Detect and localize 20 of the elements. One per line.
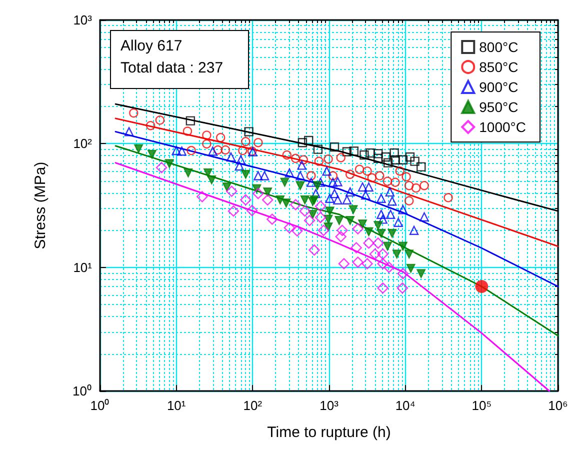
annotation: Total data : 237 bbox=[120, 60, 224, 76]
x-tick-label: 10⁴ bbox=[395, 398, 416, 413]
legend-label: 950°C bbox=[479, 99, 518, 115]
x-tick-label: 10² bbox=[243, 398, 263, 413]
y-tick-label: 10³ bbox=[73, 12, 93, 28]
x-tick-label: 10⁶ bbox=[548, 398, 568, 413]
y-tick-label: 10² bbox=[73, 136, 93, 152]
x-tick-label: 10³ bbox=[320, 398, 340, 413]
x-tick-label: 10¹ bbox=[166, 398, 186, 413]
annotation: Alloy 617 bbox=[120, 38, 182, 54]
legend-label: 800°C bbox=[479, 39, 518, 55]
legend-label: 900°C bbox=[479, 79, 518, 95]
x-tick-label: 10⁰ bbox=[90, 398, 110, 413]
legend-label: 1000°C bbox=[479, 119, 526, 135]
y-tick-label: 10¹ bbox=[73, 260, 93, 275]
y-tick-label: 10⁰ bbox=[72, 384, 92, 398]
x-tick-label: 10⁵ bbox=[472, 398, 492, 413]
legend-label: 850°C bbox=[479, 59, 518, 75]
x-axis-title: Time to rupture (h) bbox=[267, 424, 391, 441]
y-axis-title: Stress (MPa) bbox=[32, 162, 49, 250]
